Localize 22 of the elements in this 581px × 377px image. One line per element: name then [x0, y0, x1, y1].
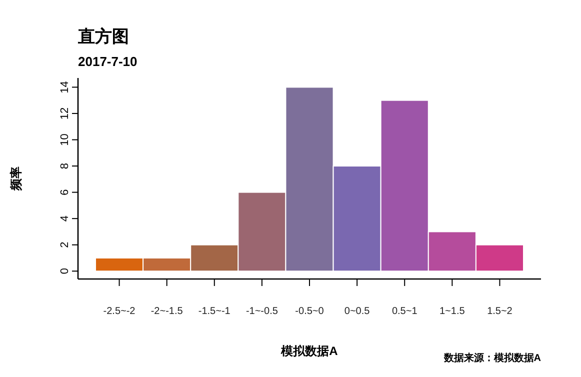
y-axis-title: 频率	[9, 166, 23, 192]
x-axis-title: 模拟数据A	[280, 344, 338, 358]
x-tick-label: -2.5~-2	[103, 306, 136, 317]
chart-subtitle: 2017-7-10	[78, 54, 138, 69]
chart-title: 直方图	[77, 27, 129, 46]
y-tick-label: 2	[59, 242, 71, 248]
x-tick-label: 1~1.5	[440, 306, 466, 317]
x-tick-label: -1.5~-1	[198, 306, 231, 317]
y-tick-label: 0	[59, 268, 71, 274]
x-tick-label: -1~-0.5	[246, 306, 278, 317]
x-tick-label: 0.5~1	[392, 306, 418, 317]
x-tick-label: 1.5~2	[487, 306, 513, 317]
x-tick-label: -0.5~0	[295, 306, 324, 317]
source-note: 数据来源：模拟数据A	[442, 352, 541, 364]
x-tick-label: -2~-1.5	[150, 306, 184, 317]
y-tick-label: 8	[59, 162, 71, 170]
y-tick-label: 12	[59, 107, 71, 120]
y-tick-label: 4	[59, 216, 71, 222]
y-tick-label: 10	[59, 134, 71, 146]
x-tick-label: 0~0.5	[344, 306, 370, 317]
y-tick-label: 6	[59, 189, 71, 196]
y-tick-label: 14	[59, 81, 71, 94]
